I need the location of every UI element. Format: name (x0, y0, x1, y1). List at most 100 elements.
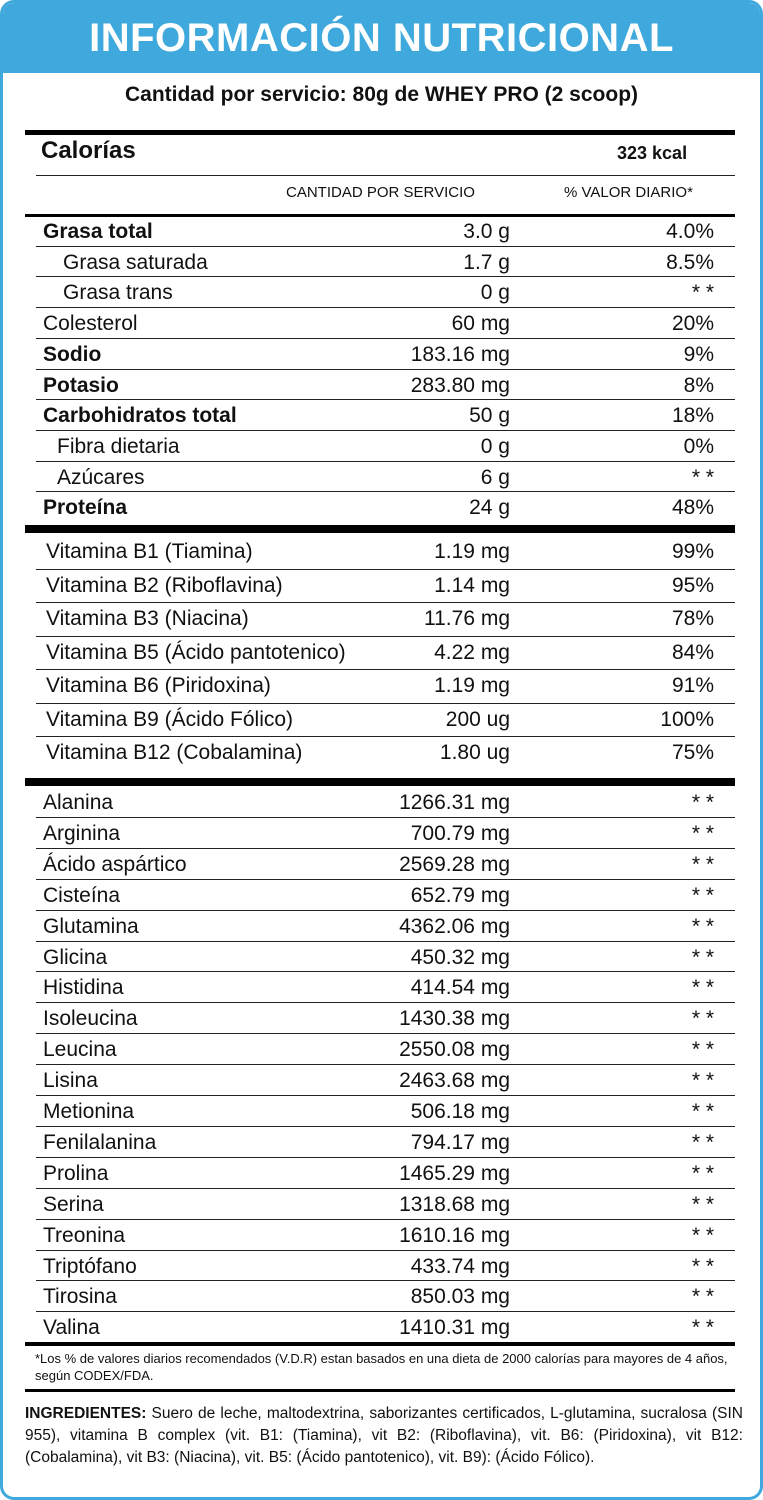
nutrient-name: Treonina (43, 1223, 126, 1247)
nutrient-daily-value: * * (691, 852, 714, 876)
nutrient-name: Grasa saturada (63, 250, 208, 274)
nutrient-daily-value: 84% (671, 640, 714, 664)
nutrient-daily-value: * * (691, 914, 714, 938)
label-title: INFORMACIÓN NUTRICIONAL (3, 3, 760, 73)
nutrient-name: Vitamina B5 (Ácido pantotenico) (46, 640, 346, 664)
nutrient-name: Azúcares (57, 465, 145, 489)
nutrient-name: Histidina (43, 976, 124, 1000)
nutrient-daily-value: 8.5% (666, 250, 714, 274)
nutrient-quantity: 1465.29 mg (399, 1161, 510, 1185)
nutrient-name: Tirosina (43, 1285, 117, 1309)
row-divider (36, 878, 735, 880)
nutrient-name: Glicina (43, 945, 108, 969)
nutrient-name: Cisteína (43, 883, 121, 907)
row-divider (36, 635, 735, 637)
row-divider (36, 1280, 735, 1282)
nutrient-quantity: 414.54 mg (410, 976, 510, 1000)
nutrient-name: Vitamina B2 (Riboflavina) (46, 573, 283, 597)
nutrient-daily-value: * * (691, 945, 714, 969)
row-divider (36, 1187, 735, 1189)
nutrient-name: Vitamina B1 (Tiamina) (46, 540, 253, 563)
nutrient-daily-value: 20% (671, 312, 714, 336)
row-divider (36, 1311, 735, 1313)
row-divider (36, 702, 735, 704)
nutrient-quantity: 506.18 mg (410, 1100, 510, 1123)
nutrient-quantity: 1.80 ug (439, 741, 510, 764)
nutrient-name: Leucina (43, 1038, 117, 1062)
row-divider (36, 940, 735, 942)
row-divider (36, 307, 735, 309)
nutrient-daily-value: 99% (671, 540, 714, 563)
nutrient-name: Prolina (43, 1161, 109, 1185)
nutrient-daily-value: 91% (671, 674, 714, 697)
nutrient-daily-value: * * (691, 883, 714, 907)
row-divider (36, 602, 735, 603)
nutrient-daily-value: * * (691, 1161, 714, 1185)
calories-value: 323 kcal (617, 143, 688, 163)
row-divider (36, 399, 735, 401)
nutrient-quantity: 6 g (480, 465, 510, 489)
nutrient-name: Isoleucina (43, 1007, 138, 1031)
nutrient-quantity: 450.32 mg (410, 945, 510, 969)
nutrient-daily-value: * * (691, 1038, 714, 1062)
nutrient-quantity: 183.16 mg (410, 342, 510, 366)
nutrient-daily-value: 0% (683, 434, 714, 458)
nutrient-daily-value: * * (691, 1130, 714, 1154)
nutrient-quantity: 0 g (480, 281, 510, 305)
row-divider (36, 736, 735, 737)
nutrient-name: Carbohidratos total (43, 404, 237, 428)
nutrient-quantity: 1.14 mg (434, 573, 510, 597)
serving-size: Cantidad por servicio: 80g de WHEY PRO (… (124, 83, 639, 106)
nutrient-daily-value: * * (691, 1285, 714, 1309)
aminoacids-rule (25, 778, 735, 786)
nutrient-daily-value: * * (691, 1254, 714, 1278)
nutrient-name: Vitamina B6 (Piridoxina) (46, 674, 271, 697)
nutrient-quantity: 1.19 mg (434, 674, 510, 697)
row-divider (36, 491, 735, 493)
nutrient-daily-value: 75% (671, 741, 714, 764)
top-rule (25, 130, 735, 135)
nutrient-quantity: 1266.31 mg (399, 791, 510, 814)
nutrient-daily-value: * * (691, 465, 714, 489)
nutrient-name: Fibra dietaria (57, 434, 180, 458)
nutrient-quantity: 0 g (480, 434, 510, 458)
nutrient-name: Proteína (43, 496, 128, 520)
ingredients-title: INGREDIENTES: (25, 1405, 147, 1422)
nutrient-name: Lisina (43, 1069, 98, 1093)
nutrient-quantity: 50 g (469, 404, 510, 428)
nutrient-daily-value: * * (691, 1316, 714, 1340)
nutrient-quantity: 200 ug (445, 707, 510, 731)
nutrient-name: Ácido aspártico (43, 852, 187, 876)
nutrient-name: Alanina (43, 791, 114, 814)
nutrient-daily-value: 4.0% (666, 220, 714, 243)
row-divider (36, 1218, 735, 1220)
vitamins-rule (25, 525, 735, 533)
nutrient-daily-value: 48% (671, 496, 714, 520)
nutrient-daily-value: * * (691, 1100, 714, 1123)
row-divider (36, 816, 735, 818)
nutrient-quantity: 433.74 mg (410, 1254, 510, 1278)
ingredients-text: Suero de leche, maltodextrina, saborizan… (25, 1405, 743, 1466)
nutrient-daily-value: 18% (671, 404, 714, 428)
nutrient-name: Grasa total (43, 220, 153, 243)
row-divider (36, 429, 735, 431)
nutrient-name: Vitamina B12 (Cobalamina) (46, 741, 303, 764)
nutrient-name: Triptófano (43, 1254, 137, 1278)
nutrient-quantity: 3.0 g (463, 220, 510, 243)
row-divider (36, 568, 735, 570)
row-divider (36, 1095, 735, 1096)
calories-label: Calorías (41, 137, 136, 164)
nutrient-quantity: 1.19 mg (434, 540, 510, 563)
nutrient-daily-value: 78% (671, 607, 714, 630)
nutrient-quantity: 60 mg (451, 312, 510, 336)
nutrient-daily-value: * * (691, 1007, 714, 1031)
nutrient-daily-value: 95% (671, 573, 714, 597)
nutrient-quantity: 1430.38 mg (399, 1007, 510, 1031)
row-divider (36, 368, 735, 370)
nutrient-daily-value: 100% (660, 707, 714, 731)
nutrient-name: Colesterol (43, 312, 138, 336)
nutrient-quantity: 283.80 mg (410, 373, 510, 397)
row-divider (36, 1064, 735, 1066)
nutrient-name: Fenilalanina (43, 1130, 157, 1154)
nutrient-daily-value: * * (691, 281, 714, 305)
